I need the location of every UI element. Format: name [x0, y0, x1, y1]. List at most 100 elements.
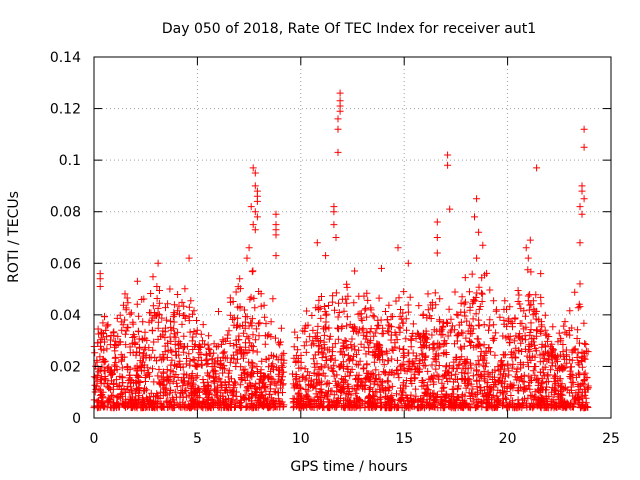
- data-point: [526, 347, 534, 355]
- data-point: [363, 313, 371, 321]
- data-point: [394, 403, 402, 411]
- data-point: [553, 355, 561, 363]
- data-point: [307, 376, 315, 384]
- data-point: [354, 383, 362, 391]
- data-point: [336, 107, 344, 115]
- data-point: [523, 399, 530, 407]
- data-point: [195, 341, 203, 349]
- data-point: [126, 310, 134, 318]
- data-point: [570, 399, 578, 407]
- data-point: [355, 292, 363, 300]
- data-point: [115, 383, 123, 390]
- data-point: [257, 394, 264, 402]
- data-point: [129, 334, 137, 341]
- data-point: [322, 252, 330, 260]
- data-point: [128, 377, 136, 384]
- data-point: [162, 324, 169, 332]
- data-point: [154, 318, 162, 326]
- data-point: [203, 360, 211, 368]
- data-point: [294, 390, 302, 398]
- data-point: [251, 208, 259, 216]
- data-point: [231, 379, 239, 387]
- data-point: [571, 395, 579, 403]
- data-point: [344, 352, 352, 360]
- data-point: [184, 342, 192, 350]
- data-point: [507, 392, 515, 399]
- data-point: [484, 400, 492, 408]
- data-point: [468, 389, 475, 397]
- data-point: [359, 399, 367, 407]
- data-point: [178, 320, 186, 328]
- data-point: [459, 403, 467, 411]
- data-point: [532, 347, 540, 355]
- data-point: [114, 332, 122, 340]
- data-point: [504, 333, 512, 341]
- data-point: [162, 316, 170, 324]
- data-point: [399, 319, 407, 327]
- data-point: [561, 384, 569, 392]
- data-point: [358, 378, 366, 386]
- data-point: [179, 393, 187, 401]
- data-point: [582, 347, 590, 355]
- data-point: [289, 380, 297, 388]
- data-point: [474, 388, 482, 396]
- data-point: [145, 344, 153, 352]
- data-point: [233, 397, 241, 405]
- data-point: [344, 399, 352, 407]
- data-point: [251, 304, 259, 312]
- data-point: [321, 308, 329, 316]
- data-point: [350, 299, 358, 307]
- data-point: [349, 356, 357, 364]
- data-point: [397, 384, 404, 392]
- data-point: [383, 349, 391, 357]
- data-point: [466, 337, 473, 345]
- data-point: [317, 314, 325, 322]
- data-point: [260, 379, 268, 387]
- data-point: [216, 361, 224, 369]
- data-point: [248, 315, 256, 323]
- data-point: [152, 398, 160, 405]
- data-point: [356, 395, 363, 403]
- data-point: [202, 390, 210, 398]
- data-point: [451, 288, 459, 296]
- data-point: [116, 372, 124, 380]
- data-point: [371, 378, 379, 386]
- data-point: [215, 308, 222, 315]
- data-point: [480, 362, 488, 370]
- data-point: [495, 367, 503, 375]
- data-point: [510, 349, 518, 357]
- data-point: [104, 397, 112, 405]
- data-point: [256, 319, 264, 327]
- data-point: [559, 341, 567, 348]
- data-point: [426, 401, 434, 409]
- data-point: [458, 353, 466, 361]
- data-point: [450, 364, 457, 372]
- data-point: [135, 384, 143, 392]
- data-point: [375, 341, 383, 349]
- data-point: [567, 374, 575, 382]
- data-point: [367, 304, 375, 312]
- data-point: [440, 396, 448, 404]
- data-point: [106, 369, 114, 377]
- data-point: [290, 343, 298, 351]
- data-point: [567, 363, 575, 371]
- x-tick-label: 25: [602, 431, 620, 447]
- data-point: [202, 350, 210, 358]
- data-point: [445, 305, 453, 313]
- data-point: [576, 239, 584, 247]
- data-point: [173, 383, 181, 391]
- data-point: [580, 143, 588, 151]
- data-point: [516, 402, 524, 410]
- data-point: [517, 339, 525, 347]
- data-point: [343, 313, 351, 321]
- data-point: [321, 323, 329, 331]
- data-point: [575, 369, 582, 377]
- data-point: [314, 306, 322, 313]
- data-point: [400, 352, 408, 360]
- data-point: [217, 378, 225, 386]
- data-point: [358, 317, 366, 324]
- data-point: [371, 403, 379, 411]
- data-point: [329, 292, 337, 300]
- data-point: [454, 385, 462, 393]
- data-point: [514, 287, 522, 294]
